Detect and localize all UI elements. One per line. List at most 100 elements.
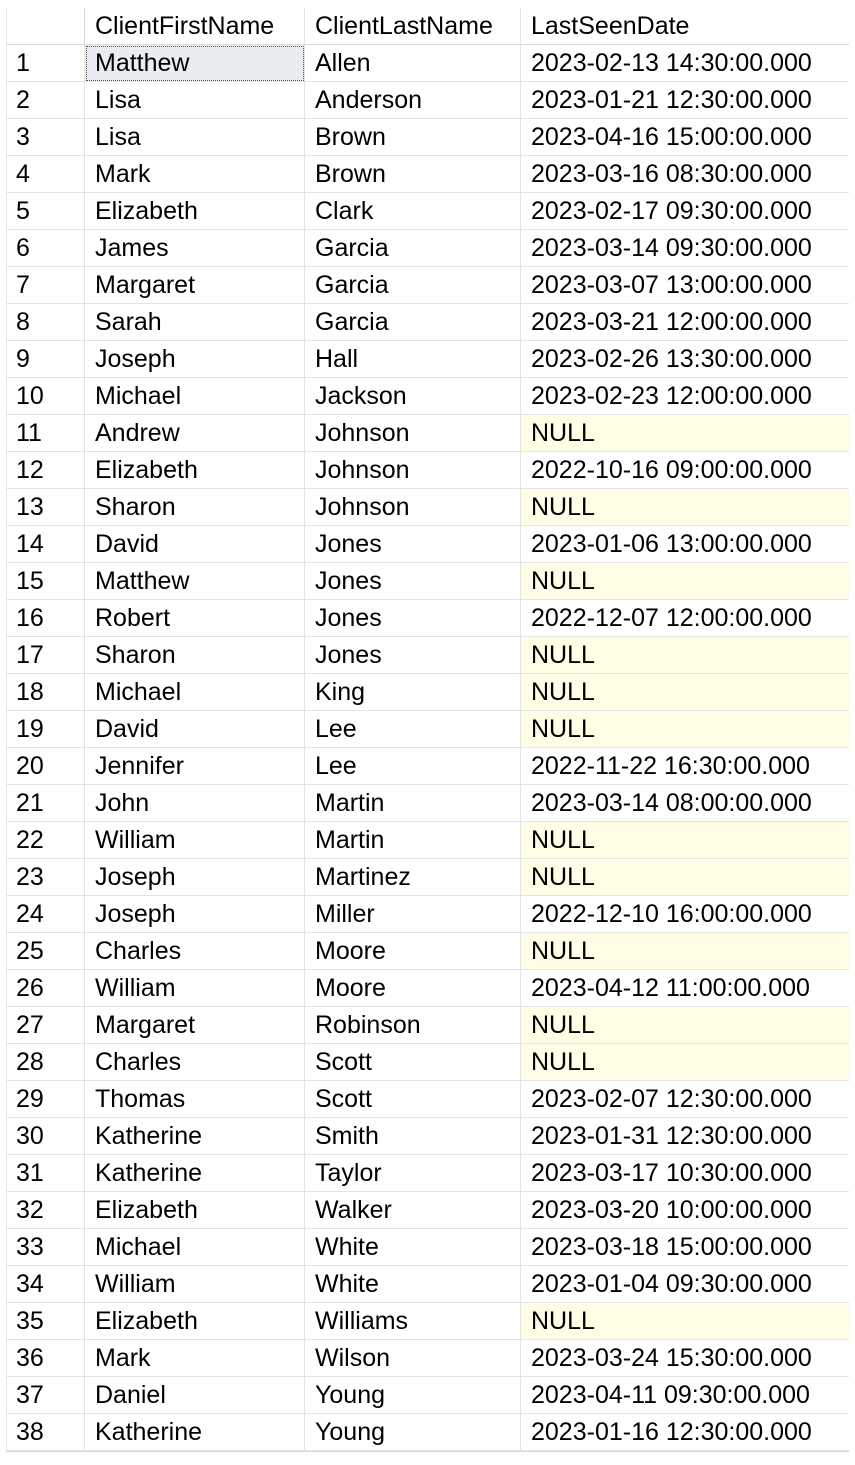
table-row[interactable]: 7 Margaret Garcia 2023-03-07 13:00:00.000 — [6, 267, 849, 304]
client-first-name-cell[interactable]: Katherine — [85, 1155, 305, 1192]
row-number-cell[interactable]: 4 — [6, 156, 85, 193]
row-number-cell[interactable]: 30 — [6, 1118, 85, 1155]
last-seen-date-cell[interactable]: 2023-03-20 10:00:00.000 — [521, 1192, 849, 1229]
table-row[interactable]: 9 Joseph Hall 2023-02-26 13:30:00.000 — [6, 341, 849, 378]
row-number-cell[interactable]: 29 — [6, 1081, 85, 1118]
client-first-name-cell[interactable]: Andrew — [85, 415, 305, 452]
client-first-name-cell[interactable]: Elizabeth — [85, 1303, 305, 1340]
last-seen-date-cell[interactable]: NULL — [521, 637, 849, 674]
last-seen-date-cell[interactable]: 2023-03-16 08:30:00.000 — [521, 156, 849, 193]
client-first-name-cell[interactable]: Michael — [85, 378, 305, 415]
client-last-name-cell[interactable]: Scott — [305, 1081, 521, 1118]
client-last-name-cell[interactable]: Taylor — [305, 1155, 521, 1192]
table-row[interactable]: 14 David Jones 2023-01-06 13:00:00.000 — [6, 526, 849, 563]
client-last-name-cell[interactable]: Jackson — [305, 378, 521, 415]
row-number-cell[interactable]: 5 — [6, 193, 85, 230]
table-row[interactable]: 27 Margaret Robinson NULL — [6, 1007, 849, 1044]
table-row[interactable]: 11 Andrew Johnson NULL — [6, 415, 849, 452]
last-seen-date-cell[interactable]: 2023-02-13 14:30:00.000 — [521, 45, 849, 82]
client-last-name-cell[interactable]: Jones — [305, 563, 521, 600]
client-first-name-cell[interactable]: Elizabeth — [85, 452, 305, 489]
row-number-cell[interactable]: 34 — [6, 1266, 85, 1303]
last-seen-date-cell[interactable]: NULL — [521, 674, 849, 711]
client-first-name-cell[interactable]: Joseph — [85, 341, 305, 378]
client-last-name-cell[interactable]: Walker — [305, 1192, 521, 1229]
client-first-name-cell[interactable]: Lisa — [85, 82, 305, 119]
client-first-name-cell[interactable]: Joseph — [85, 896, 305, 933]
client-last-name-cell[interactable]: Miller — [305, 896, 521, 933]
last-seen-date-cell[interactable]: 2022-12-07 12:00:00.000 — [521, 600, 849, 637]
last-seen-date-cell[interactable]: NULL — [521, 822, 849, 859]
client-first-name-cell[interactable]: Sharon — [85, 489, 305, 526]
client-last-name-cell[interactable]: Scott — [305, 1044, 521, 1081]
table-row[interactable]: 29 Thomas Scott 2023-02-07 12:30:00.000 — [6, 1081, 849, 1118]
client-last-name-cell[interactable]: Martin — [305, 785, 521, 822]
table-row[interactable]: 22 William Martin NULL — [6, 822, 849, 859]
client-first-name-cell[interactable]: David — [85, 711, 305, 748]
client-first-name-cell[interactable]: Charles — [85, 1044, 305, 1081]
row-number-cell[interactable]: 7 — [6, 267, 85, 304]
client-last-name-cell[interactable]: Smith — [305, 1118, 521, 1155]
row-number-cell[interactable]: 35 — [6, 1303, 85, 1340]
last-seen-date-cell[interactable]: 2023-01-04 09:30:00.000 — [521, 1266, 849, 1303]
client-last-name-cell[interactable]: Johnson — [305, 489, 521, 526]
last-seen-date-cell[interactable]: NULL — [521, 1303, 849, 1340]
last-seen-date-cell[interactable]: 2023-04-11 09:30:00.000 — [521, 1377, 849, 1414]
client-first-name-cell[interactable]: David — [85, 526, 305, 563]
last-seen-date-cell[interactable]: NULL — [521, 859, 849, 896]
last-seen-date-cell[interactable]: 2023-03-18 15:00:00.000 — [521, 1229, 849, 1266]
row-number-cell[interactable]: 12 — [6, 452, 85, 489]
last-seen-date-cell[interactable]: 2023-03-21 12:00:00.000 — [521, 304, 849, 341]
table-row[interactable]: 20 Jennifer Lee 2022-11-22 16:30:00.000 — [6, 748, 849, 785]
row-number-cell[interactable]: 19 — [6, 711, 85, 748]
client-last-name-cell[interactable]: Young — [305, 1377, 521, 1414]
column-header-lastseendate[interactable]: LastSeenDate — [521, 8, 849, 45]
row-number-cell[interactable]: 36 — [6, 1340, 85, 1377]
client-first-name-cell[interactable]: Michael — [85, 1229, 305, 1266]
client-first-name-cell[interactable]: Mark — [85, 156, 305, 193]
client-first-name-cell[interactable]: John — [85, 785, 305, 822]
client-last-name-cell[interactable]: Allen — [305, 45, 521, 82]
row-number-cell[interactable]: 28 — [6, 1044, 85, 1081]
client-last-name-cell[interactable]: Clark — [305, 193, 521, 230]
client-last-name-cell[interactable]: King — [305, 674, 521, 711]
client-last-name-cell[interactable]: Williams — [305, 1303, 521, 1340]
results-grid[interactable]: ClientFirstName ClientLastName LastSeenD… — [6, 8, 849, 1451]
row-number-cell[interactable]: 37 — [6, 1377, 85, 1414]
client-last-name-cell[interactable]: Garcia — [305, 230, 521, 267]
last-seen-date-cell[interactable]: NULL — [521, 415, 849, 452]
last-seen-date-cell[interactable]: 2023-01-06 13:00:00.000 — [521, 526, 849, 563]
row-number-cell[interactable]: 10 — [6, 378, 85, 415]
row-number-cell[interactable]: 22 — [6, 822, 85, 859]
table-row[interactable]: 24 Joseph Miller 2022-12-10 16:00:00.000 — [6, 896, 849, 933]
table-row[interactable]: 38 Katherine Young 2023-01-16 12:30:00.000 — [6, 1414, 849, 1451]
client-last-name-cell[interactable]: Moore — [305, 933, 521, 970]
table-row[interactable]: 26 William Moore 2023-04-12 11:00:00.000 — [6, 970, 849, 1007]
table-row[interactable]: 15 Matthew Jones NULL — [6, 563, 849, 600]
row-number-cell[interactable]: 16 — [6, 600, 85, 637]
last-seen-date-cell[interactable]: 2023-03-17 10:30:00.000 — [521, 1155, 849, 1192]
client-first-name-cell[interactable]: Thomas — [85, 1081, 305, 1118]
row-number-cell[interactable]: 2 — [6, 82, 85, 119]
client-last-name-cell[interactable]: Jones — [305, 600, 521, 637]
client-first-name-cell[interactable]: Matthew — [85, 563, 305, 600]
table-row[interactable]: 8 Sarah Garcia 2023-03-21 12:00:00.000 — [6, 304, 849, 341]
table-row[interactable]: 17 Sharon Jones NULL — [6, 637, 849, 674]
client-last-name-cell[interactable]: Moore — [305, 970, 521, 1007]
table-row[interactable]: 30 Katherine Smith 2023-01-31 12:30:00.000 — [6, 1118, 849, 1155]
table-row[interactable]: 21 John Martin 2023-03-14 08:00:00.000 — [6, 785, 849, 822]
row-number-cell[interactable]: 14 — [6, 526, 85, 563]
last-seen-date-cell[interactable]: 2023-01-16 12:30:00.000 — [521, 1414, 849, 1451]
client-last-name-cell[interactable]: Brown — [305, 156, 521, 193]
table-row[interactable]: 33 Michael White 2023-03-18 15:00:00.000 — [6, 1229, 849, 1266]
last-seen-date-cell[interactable]: 2023-01-21 12:30:00.000 — [521, 82, 849, 119]
client-last-name-cell[interactable]: Hall — [305, 341, 521, 378]
client-last-name-cell[interactable]: Garcia — [305, 267, 521, 304]
client-first-name-cell[interactable]: Katherine — [85, 1118, 305, 1155]
last-seen-date-cell[interactable]: 2023-03-07 13:00:00.000 — [521, 267, 849, 304]
client-first-name-cell[interactable]: Margaret — [85, 1007, 305, 1044]
client-first-name-cell[interactable]: Elizabeth — [85, 193, 305, 230]
client-last-name-cell[interactable]: Martin — [305, 822, 521, 859]
row-number-cell[interactable]: 38 — [6, 1414, 85, 1451]
last-seen-date-cell[interactable]: NULL — [521, 711, 849, 748]
